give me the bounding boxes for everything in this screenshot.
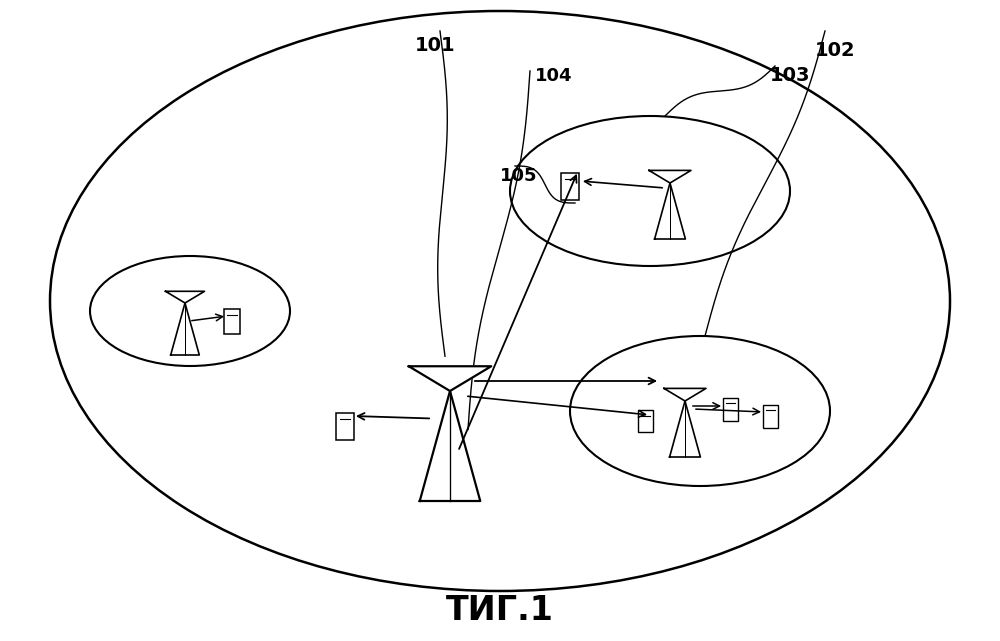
Text: 101: 101: [415, 36, 455, 55]
Text: 104: 104: [535, 67, 572, 85]
Polygon shape: [649, 171, 691, 183]
Text: 102: 102: [815, 41, 856, 60]
Text: 103: 103: [770, 66, 810, 85]
Bar: [638, 410, 652, 432]
Bar: [722, 397, 738, 420]
Text: 105: 105: [500, 167, 538, 185]
Polygon shape: [166, 291, 205, 303]
Bar: [763, 404, 778, 428]
Bar: [224, 308, 240, 333]
Polygon shape: [655, 183, 685, 239]
Polygon shape: [420, 391, 480, 501]
Polygon shape: [171, 303, 199, 355]
Bar: [561, 172, 579, 199]
Text: ΤИГ.1: ΤИГ.1: [446, 594, 554, 628]
Bar: [336, 413, 354, 440]
Polygon shape: [670, 401, 700, 457]
Polygon shape: [664, 388, 706, 401]
Polygon shape: [409, 366, 491, 391]
